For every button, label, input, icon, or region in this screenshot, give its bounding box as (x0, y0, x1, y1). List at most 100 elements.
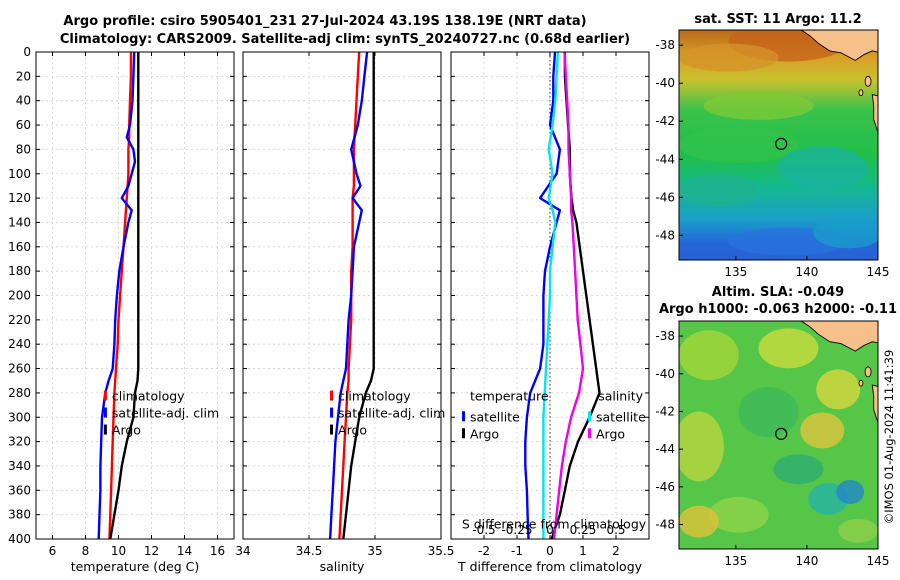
x-tick-label: 0 (546, 544, 554, 558)
y-tick-label: 200 (8, 289, 31, 303)
sla-field-patch (679, 330, 739, 381)
profile-panel-difference: -2 -1 0 1 2T difference from climatology temp… (450, 51, 650, 574)
x-tick-label: 1 (579, 544, 587, 558)
land-tasmania (871, 94, 878, 134)
legend-entry: climatology (112, 389, 185, 404)
x-axis-label: T difference from climatology (457, 559, 643, 574)
y-tick-label: -40 (655, 76, 675, 90)
y-tick-label: -40 (655, 367, 675, 381)
series-line-salinity-satellite (542, 51, 560, 539)
land-mainland (800, 30, 878, 61)
sst-panel: 135 140 145 -38 -40 -42 -44 -46 -48 (655, 29, 890, 279)
y-tick-label: 380 (8, 508, 31, 522)
legend-swatch (330, 390, 334, 401)
x-tick-label: 140 (795, 265, 818, 279)
x-axis-label: salinity (320, 559, 365, 574)
sla-field-patch (816, 369, 861, 410)
sst-field-patch (679, 175, 759, 207)
y-tick-label: 340 (8, 459, 31, 473)
sla-field (679, 321, 878, 549)
legend-swatch (588, 428, 591, 439)
legend-entry: climatology (338, 389, 411, 404)
y-tick-label: 40 (16, 94, 31, 108)
legend-entry: Argo (470, 426, 499, 441)
sst-field-patch (777, 146, 868, 190)
s-tick-label: 0.5 (606, 523, 625, 537)
y-tick-label: 260 (8, 362, 31, 376)
y-tick-label: 0 (23, 45, 31, 59)
legend-entry: satellite-adj. clim (338, 406, 445, 421)
y-tick-label: 240 (8, 337, 31, 351)
legend-swatch (462, 411, 465, 422)
x-tick-label: 135 (724, 265, 747, 279)
x-tick-label: 10 (111, 544, 126, 558)
land-mainland (800, 321, 878, 352)
timestamp-stamp: ©IMOS 01-Aug-2024 11:41:39 (882, 349, 896, 525)
series-line-satellite-adj-clim (97, 51, 137, 540)
sst-map-title: sat. SST: 11 Argo: 11.2 (694, 12, 861, 27)
y-tick-label: 280 (8, 386, 31, 400)
y-tick-label: -46 (655, 190, 675, 204)
y-tick-label: 180 (8, 264, 31, 278)
sst-field-patch (703, 91, 814, 120)
sla-field-patch (758, 328, 819, 369)
x-tick-label: 12 (144, 544, 159, 558)
figure-title-line1: Argo profile: csiro 5905401_231 27-Jul-2… (63, 14, 587, 29)
y-tick-label: 360 (8, 483, 31, 497)
s-tick-label: 0.25 (570, 523, 597, 537)
legend-entry: satellite-adj. clim (112, 406, 219, 421)
y-tick-label: -44 (655, 442, 675, 456)
x-tick-label: 8 (82, 544, 90, 558)
argo-float-marker (775, 427, 788, 440)
profile-panel-salinity: 34 34.5 35 35.5 salinity climatology satellite… (235, 51, 454, 574)
series-line-satellite-adj-clim (328, 51, 369, 540)
legend-title-salinity: salinity (598, 389, 643, 404)
legend-swatch (588, 411, 591, 422)
sst-field (679, 30, 878, 260)
x-tick-label: 34.5 (296, 544, 323, 558)
land-king-island (864, 75, 872, 87)
s-tick-label: 0 (546, 523, 554, 537)
sst-field-patch (813, 216, 878, 249)
series-line-temperature-satellite (524, 51, 562, 540)
sla-field-patch (836, 480, 865, 504)
y-tick-label: 60 (16, 118, 31, 132)
y-tick-label: 80 (16, 142, 31, 156)
map-frame (678, 320, 879, 550)
s-tick-label: -0.5 (472, 523, 495, 537)
sla-field-patch (679, 411, 724, 482)
x-axis-label: temperature (deg C) (71, 559, 200, 574)
x-tick-label: 34 (235, 544, 250, 558)
y-tick-label: -46 (655, 480, 675, 494)
land-king-island (864, 366, 872, 378)
y-tick-label: 400 (8, 532, 31, 546)
legend-entry: Argo (112, 423, 141, 438)
argo-float-marker (775, 137, 788, 150)
x-tick-label: 14 (177, 544, 192, 558)
x-tick-label: 135 (724, 554, 747, 568)
sla-field-patch (773, 454, 824, 485)
y-tick-label: 120 (8, 191, 31, 205)
legend-swatch (462, 428, 465, 439)
legend-entry: Argo (338, 423, 367, 438)
x-tick-label: 6 (49, 544, 57, 558)
legend-swatch (103, 390, 107, 401)
legend-swatch (103, 407, 107, 418)
axes-frame (35, 51, 235, 540)
series-line-salinity-argo (552, 51, 585, 540)
x-tick-label: 140 (795, 554, 818, 568)
x-tick-label: -1 (511, 544, 523, 558)
legend-swatch (103, 424, 107, 435)
sla-map-subtitle: Argo h1000: -0.063 h2000: -0.11 (659, 302, 897, 317)
legend-title-temperature: temperature (470, 389, 549, 404)
x-tick-label: 145 (867, 265, 890, 279)
x-tick-label: -2 (478, 544, 490, 558)
axes-frame (242, 51, 442, 540)
x-tick-label: 145 (867, 554, 890, 568)
y-tick-label: -38 (655, 329, 675, 343)
sla-map-title: Altim. SLA: -0.049 (712, 285, 844, 300)
sst-field-patch (679, 127, 799, 163)
y-tick-label: -42 (655, 404, 675, 418)
